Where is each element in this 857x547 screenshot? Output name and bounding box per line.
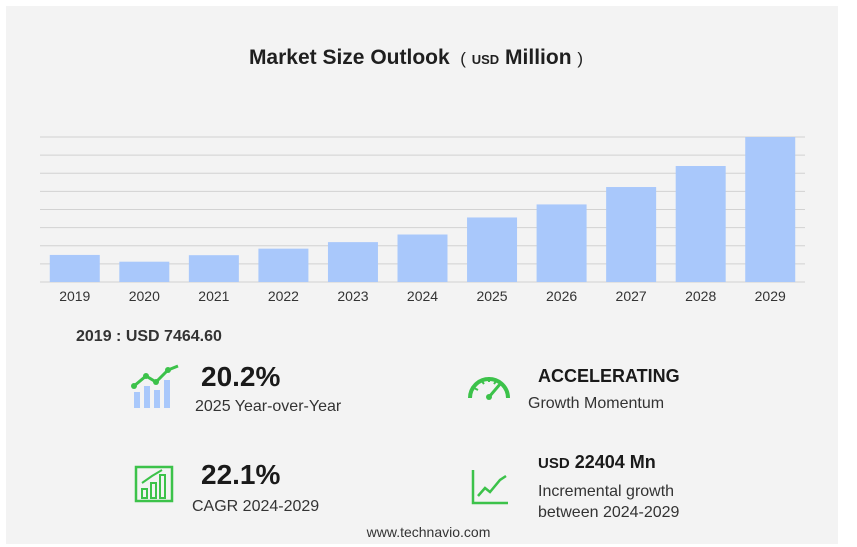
bar-2026 [536,204,587,282]
x-tick-label: 2020 [129,288,160,304]
incremental-label-2: between 2024-2029 [538,504,680,521]
title-text: Market Size Outlook [248,46,450,69]
speedometer-icon [468,377,510,400]
cagr-value: 22.1% [201,459,281,490]
x-tick-label: 2023 [337,288,368,304]
incremental-label-1: Incremental growth [538,483,675,500]
bar-2024 [397,234,448,282]
incremental-amount: 22404 Mn [574,452,656,472]
x-tick-label: 2019 [59,288,90,304]
title-paren-open: ( [455,49,466,68]
bar-chart: 2019 2020 2021 2022 2023 2024 2025 2026 2027 2028… [40,136,805,304]
x-tick-label: 2029 [755,288,786,304]
bar-2020 [119,261,170,282]
x-tick-label: 2027 [616,288,647,304]
title-unit: USD [471,52,500,67]
x-tick-label: 2024 [407,288,438,304]
incremental-value: USD 22404 Mn [538,452,656,473]
incremental-currency: USD [538,455,570,472]
bar-growth-icon [134,465,174,503]
momentum-value: ACCELERATING [538,366,680,386]
bar-2019 [49,254,100,282]
momentum-label: Growth Momentum [528,395,665,412]
bar-2029 [745,137,796,282]
bar-2021 [188,255,239,282]
cagr-label: CAGR 2024-2029 [192,498,320,515]
chart-title: Market Size Outlook ( USD Million ) [0,46,832,70]
title-paren-close: ) [577,49,584,68]
title-unit-word: Million [505,46,572,69]
x-tick-label: 2028 [685,288,716,304]
x-tick-label: 2026 [546,288,577,304]
base-year-value: 2019 : USD 7464.60 [76,328,222,345]
bar-2027 [606,187,657,282]
growth-chart-icon [131,364,179,408]
yoy-label: 2025 Year-over-Year [195,398,342,415]
x-tick-label: 2022 [268,288,299,304]
trend-line-icon [471,470,508,505]
yoy-value: 20.2% [201,361,281,392]
bar-2022 [258,248,309,282]
x-tick-label: 2021 [198,288,229,304]
bar-2025 [467,217,518,282]
source-footer: www.technavio.com [366,524,491,540]
bar-2028 [675,166,726,282]
x-tick-label: 2025 [476,288,507,304]
bar-2023 [327,242,378,282]
